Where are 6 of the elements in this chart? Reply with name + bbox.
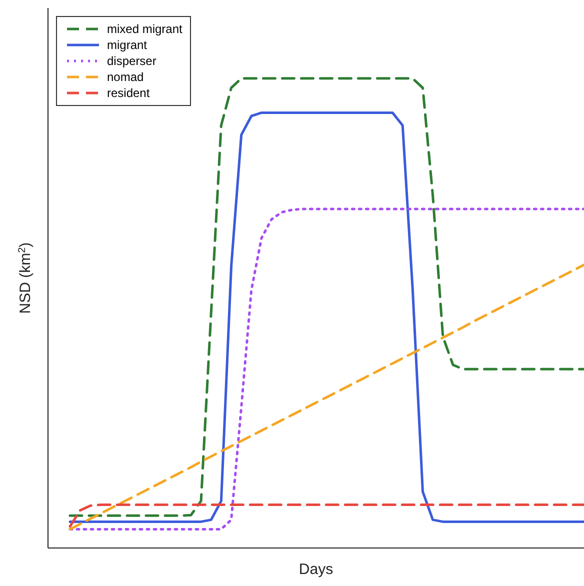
legend-label: nomad [107, 70, 144, 84]
legend-label: disperser [107, 54, 156, 68]
legend-label: migrant [107, 38, 148, 52]
legend-label: mixed migrant [107, 22, 182, 36]
legend-label: resident [107, 86, 150, 100]
x-axis-title: Days [298, 561, 334, 578]
